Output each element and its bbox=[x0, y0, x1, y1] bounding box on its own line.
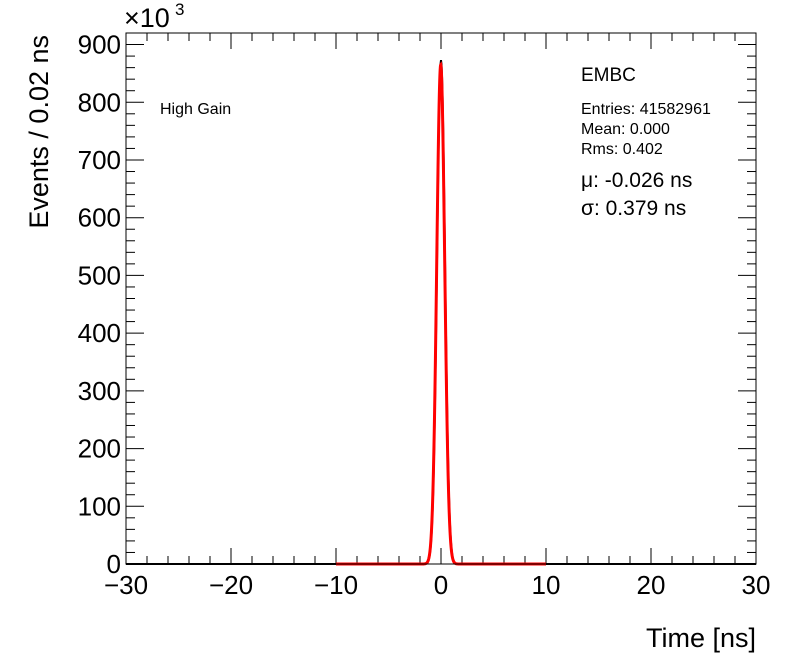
y-tick-label: 900 bbox=[78, 30, 121, 60]
y-tick-label: 100 bbox=[78, 491, 121, 521]
plot-frame bbox=[125, 32, 757, 565]
y-tick-labels: 0 100 200 300 400 500 600 700 800 900 bbox=[78, 30, 121, 579]
mean-stat: Mean: 0.000 bbox=[581, 121, 670, 138]
y-tick-label: 600 bbox=[78, 203, 121, 233]
y-tick-label: 400 bbox=[78, 318, 121, 348]
x-axis-title: Time [ns] bbox=[646, 623, 756, 653]
gain-label: High Gain bbox=[160, 101, 231, 118]
detector-label: EMBC bbox=[581, 65, 636, 86]
fit-mu-stat: μ: -0.026 ns bbox=[581, 169, 692, 192]
x-tick-label: 30 bbox=[742, 570, 771, 600]
y-multiplier-exponent: 3 bbox=[175, 0, 184, 19]
entries-stat: Entries: 41582961 bbox=[581, 101, 711, 118]
rms-stat: Rms: 0.402 bbox=[581, 141, 663, 158]
y-tick-label: 800 bbox=[78, 87, 121, 117]
x-tick-label: 10 bbox=[532, 570, 561, 600]
y-tick-label: 0 bbox=[107, 549, 121, 579]
x-tick-label: −20 bbox=[209, 570, 253, 600]
y-tick-label: 700 bbox=[78, 145, 121, 175]
y-tick-label: 500 bbox=[78, 260, 121, 290]
fit-sigma-stat: σ: 0.379 ns bbox=[581, 197, 686, 220]
y-axis-title: Events / 0.02 ns bbox=[24, 35, 54, 229]
x-tick-label: −30 bbox=[104, 570, 148, 600]
x-tick-label: 0 bbox=[434, 570, 448, 600]
y-multiplier-label: ×10 bbox=[124, 3, 170, 33]
x-tick-label: 20 bbox=[637, 570, 666, 600]
x-tick-labels: −30 −20 −10 0 10 20 30 bbox=[104, 570, 771, 600]
y-tick-label: 200 bbox=[78, 434, 121, 464]
x-tick-label: −10 bbox=[314, 570, 358, 600]
y-tick-label: 300 bbox=[78, 376, 121, 406]
